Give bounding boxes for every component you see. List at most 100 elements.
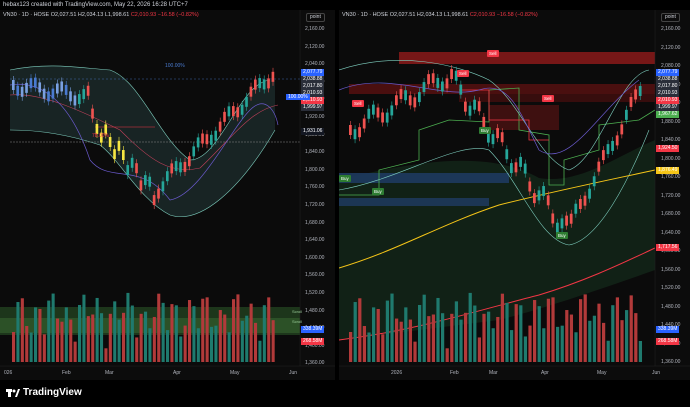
candle-wick bbox=[70, 87, 71, 106]
price-tick: 2,120.00 bbox=[661, 44, 681, 51]
candle-wick bbox=[259, 74, 261, 93]
candle-wick bbox=[557, 218, 558, 237]
volume-bar bbox=[117, 319, 121, 362]
candle-wick bbox=[469, 101, 471, 120]
volume-bar bbox=[108, 313, 112, 362]
volume-bar bbox=[34, 307, 38, 362]
candle-wick bbox=[184, 157, 186, 176]
close-value: C2,010.93 bbox=[130, 12, 157, 18]
low-value: L1,998.61 bbox=[443, 12, 469, 18]
candle-wick bbox=[612, 136, 613, 155]
candle-wick bbox=[162, 177, 164, 196]
volume-bar bbox=[482, 313, 486, 362]
price-tick: 1,920.00 bbox=[305, 114, 325, 120]
price-tick: 1,840.00 bbox=[661, 137, 681, 143]
price-tag: 1,931.06 bbox=[301, 128, 325, 135]
candle-wick bbox=[26, 78, 27, 97]
volume-bar bbox=[349, 332, 353, 362]
left-scale-mode-button[interactable]: point bbox=[306, 13, 325, 22]
price-tick: 1,800.00 bbox=[661, 155, 681, 162]
candle-wick bbox=[153, 191, 155, 210]
time-label: May bbox=[597, 370, 607, 376]
candle-wick bbox=[570, 209, 572, 228]
candle-wick bbox=[607, 140, 609, 159]
right-scale-mode-button[interactable]: point bbox=[661, 13, 680, 22]
candle-wick bbox=[363, 114, 365, 133]
volume-bar bbox=[214, 325, 218, 362]
price-tag: 2,010.93 bbox=[656, 97, 680, 104]
candle-wick bbox=[101, 128, 102, 147]
price-tick: 1,880.00 bbox=[661, 118, 681, 125]
volume-bar bbox=[533, 300, 537, 362]
volume-bar bbox=[528, 325, 532, 362]
price-tag: 2,038.88 bbox=[656, 76, 680, 83]
close-value: C2,010.93 bbox=[469, 12, 496, 18]
buy-signal: Buy bbox=[339, 175, 351, 182]
time-label: Jun bbox=[289, 370, 298, 376]
volume-bar bbox=[574, 332, 578, 362]
candle-wick bbox=[74, 91, 76, 110]
price-tick: 1,800.00 bbox=[305, 166, 325, 173]
left-chart-panel[interactable]: VN30 · 1D · HOSE O2,027.51 H2,034.13 L1,… bbox=[0, 10, 335, 380]
candle-wick bbox=[423, 78, 425, 97]
buy-signal: Buy bbox=[556, 232, 568, 239]
volume-bar bbox=[404, 307, 408, 362]
candle-wick bbox=[268, 74, 269, 93]
volume-bar bbox=[390, 293, 394, 362]
candle-wick bbox=[127, 161, 129, 180]
candle-wick bbox=[114, 145, 115, 164]
price-tag: 338.39M bbox=[301, 326, 325, 333]
volume-bar bbox=[144, 311, 148, 362]
volume-bar bbox=[431, 314, 436, 362]
volume-bar bbox=[385, 300, 390, 362]
candle-wick bbox=[171, 159, 173, 178]
candle-wick bbox=[451, 65, 452, 84]
volume-bar bbox=[218, 310, 222, 362]
volume-bar bbox=[126, 292, 130, 362]
volume-bar bbox=[38, 308, 42, 362]
candle-wick bbox=[206, 130, 208, 149]
candle-wick bbox=[580, 194, 581, 213]
volume-bar bbox=[139, 313, 143, 362]
candle-wick bbox=[442, 77, 443, 96]
candle-wick bbox=[478, 97, 480, 116]
candle-wick bbox=[492, 130, 494, 149]
candle-wick bbox=[131, 153, 133, 172]
candle-wick bbox=[123, 146, 124, 165]
sell-signal: Sell bbox=[542, 95, 554, 102]
candle-wick bbox=[241, 100, 243, 119]
candle-wick bbox=[255, 75, 256, 94]
candle-wick bbox=[405, 86, 406, 105]
candle-wick bbox=[589, 184, 590, 203]
volume-bar bbox=[135, 337, 139, 362]
price-tick: 1,720.00 bbox=[305, 202, 325, 208]
price-tag: 1,999.97 bbox=[656, 104, 680, 111]
sell-signal: Sell bbox=[352, 100, 364, 107]
volume-bar bbox=[569, 314, 574, 362]
volume-bar bbox=[620, 320, 624, 362]
candle-wick bbox=[414, 93, 416, 112]
candle-wick bbox=[524, 159, 526, 178]
volume-bar bbox=[473, 305, 477, 362]
volume-bar bbox=[606, 340, 610, 362]
candle-wick bbox=[145, 171, 146, 190]
candle-wick bbox=[189, 152, 190, 171]
candle-wick bbox=[534, 189, 535, 208]
volume-bar bbox=[179, 336, 183, 362]
price-tag: 2,010.93 bbox=[656, 90, 680, 97]
volume-bar bbox=[16, 302, 20, 362]
candle-wick bbox=[501, 128, 503, 147]
volume-bar bbox=[519, 305, 523, 362]
candle-wick bbox=[79, 90, 80, 109]
candle-wick bbox=[515, 158, 517, 177]
right-chart-panel[interactable]: VN30 · 1D · HOSE O2,027.51 H2,034.13 L1,… bbox=[339, 10, 690, 380]
right-symbol-legend: VN30 · 1D · HOSE O2,027.51 H2,034.13 L1,… bbox=[342, 12, 538, 18]
volume-bar bbox=[491, 328, 495, 362]
volume-bar bbox=[104, 348, 108, 362]
tradingview-logo[interactable]: TradingView bbox=[6, 387, 82, 398]
volume-bar bbox=[399, 321, 403, 362]
screenshot-caption: hebax123 created with TradingView.com, M… bbox=[0, 0, 690, 10]
volume-bar bbox=[602, 322, 606, 362]
price-tick: 2,040.00 bbox=[305, 61, 325, 68]
footer: TradingView bbox=[0, 381, 690, 407]
